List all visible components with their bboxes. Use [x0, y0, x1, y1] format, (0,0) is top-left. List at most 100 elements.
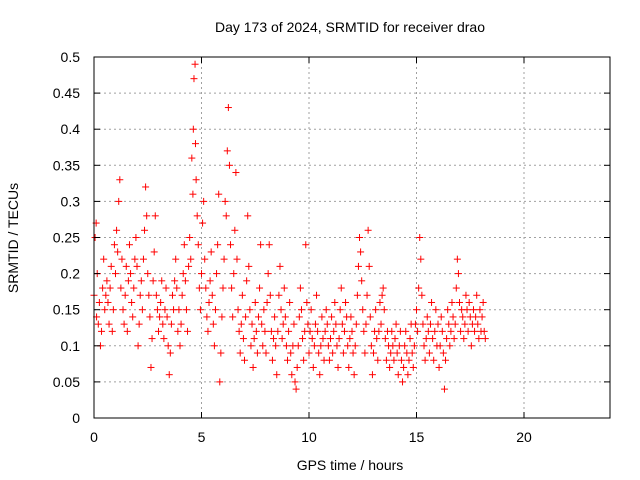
data-point: [480, 327, 488, 335]
data-point: [381, 335, 389, 343]
data-point: [461, 320, 469, 328]
data-point: [266, 291, 274, 299]
data-point: [344, 342, 352, 350]
data-point: [334, 363, 342, 371]
data-point: [474, 320, 482, 328]
data-point: [354, 262, 362, 270]
data-point: [145, 291, 153, 299]
data-point: [459, 313, 467, 321]
data-point: [124, 277, 132, 285]
data-point: [246, 306, 254, 314]
data-point: [362, 320, 370, 328]
data-point: [132, 234, 140, 241]
data-point: [265, 241, 273, 249]
data-point: [239, 335, 247, 343]
data-point: [104, 298, 112, 306]
data-point: [290, 320, 298, 328]
data-point: [199, 219, 207, 227]
data-point: [166, 349, 174, 357]
y-tick-label: 0.35: [53, 157, 80, 173]
data-point: [324, 342, 332, 350]
data-point: [142, 183, 150, 191]
data-point: [424, 327, 432, 335]
data-point: [425, 349, 433, 357]
x-axis-label: GPS time / hours: [297, 457, 404, 473]
x-tick-label: 5: [198, 429, 206, 445]
data-point: [217, 349, 225, 357]
data-point: [235, 327, 243, 335]
data-point: [148, 335, 156, 343]
data-point: [98, 327, 106, 335]
data-point: [173, 284, 181, 292]
data-point: [203, 313, 211, 321]
data-point: [151, 212, 159, 220]
y-tick-labels: 0 0.05 0.1 0.15 0.2 0.25 0.3 0.35 0.4 0.45 0.5: [53, 49, 80, 426]
data-point: [230, 270, 238, 278]
data-point: [300, 356, 308, 364]
data-point: [118, 255, 126, 263]
data-point: [101, 306, 109, 314]
data-point: [263, 298, 271, 306]
data-point: [350, 371, 358, 379]
data-point: [394, 371, 402, 379]
data-point: [268, 356, 276, 364]
data-point: [467, 342, 475, 350]
data-point: [337, 284, 345, 292]
data-point: [252, 327, 260, 335]
data-point: [259, 342, 267, 350]
data-point: [174, 327, 182, 335]
data-point: [409, 363, 417, 371]
data-point: [445, 320, 453, 328]
data-point: [311, 320, 319, 328]
data-point: [232, 169, 240, 177]
data-point: [242, 313, 250, 321]
data-point: [313, 291, 321, 299]
data-point: [319, 335, 327, 343]
data-point: [306, 327, 314, 335]
data-point: [168, 291, 176, 299]
data-point: [279, 320, 287, 328]
data-point: [260, 306, 268, 314]
data-point: [207, 248, 215, 256]
data-point: [419, 320, 427, 328]
data-point: [184, 327, 192, 335]
data-point: [359, 306, 367, 314]
data-point: [475, 335, 483, 343]
data-point: [402, 327, 410, 335]
data-point: [377, 320, 385, 328]
data-point: [303, 298, 311, 306]
data-point: [251, 298, 259, 306]
data-point: [231, 226, 239, 234]
data-point: [167, 320, 175, 328]
data-point: [323, 320, 331, 328]
data-point: [421, 356, 429, 364]
y-tick-label: 0.4: [61, 121, 81, 137]
data-point: [271, 313, 279, 321]
data-point: [411, 320, 419, 328]
data-point: [191, 60, 199, 68]
data-point: [261, 327, 269, 335]
data-point: [209, 320, 217, 328]
data-point: [374, 356, 382, 364]
data-point: [249, 363, 257, 371]
data-point: [454, 270, 462, 278]
data-point: [367, 342, 375, 350]
data-point: [138, 306, 146, 314]
data-point: [254, 313, 262, 321]
data-point: [387, 349, 395, 357]
data-point: [442, 356, 450, 364]
data-point: [382, 356, 390, 364]
data-point: [299, 335, 307, 343]
data-point: [372, 306, 380, 314]
data-point: [109, 306, 117, 314]
data-point: [100, 255, 108, 263]
data-point: [185, 262, 193, 270]
data-point: [361, 349, 369, 357]
data-point: [315, 349, 323, 357]
x-tick-label: 15: [409, 429, 425, 445]
data-point: [444, 306, 452, 314]
data-point: [161, 306, 169, 314]
data-point: [479, 298, 487, 306]
data-point: [436, 342, 444, 350]
data-point: [262, 349, 270, 357]
